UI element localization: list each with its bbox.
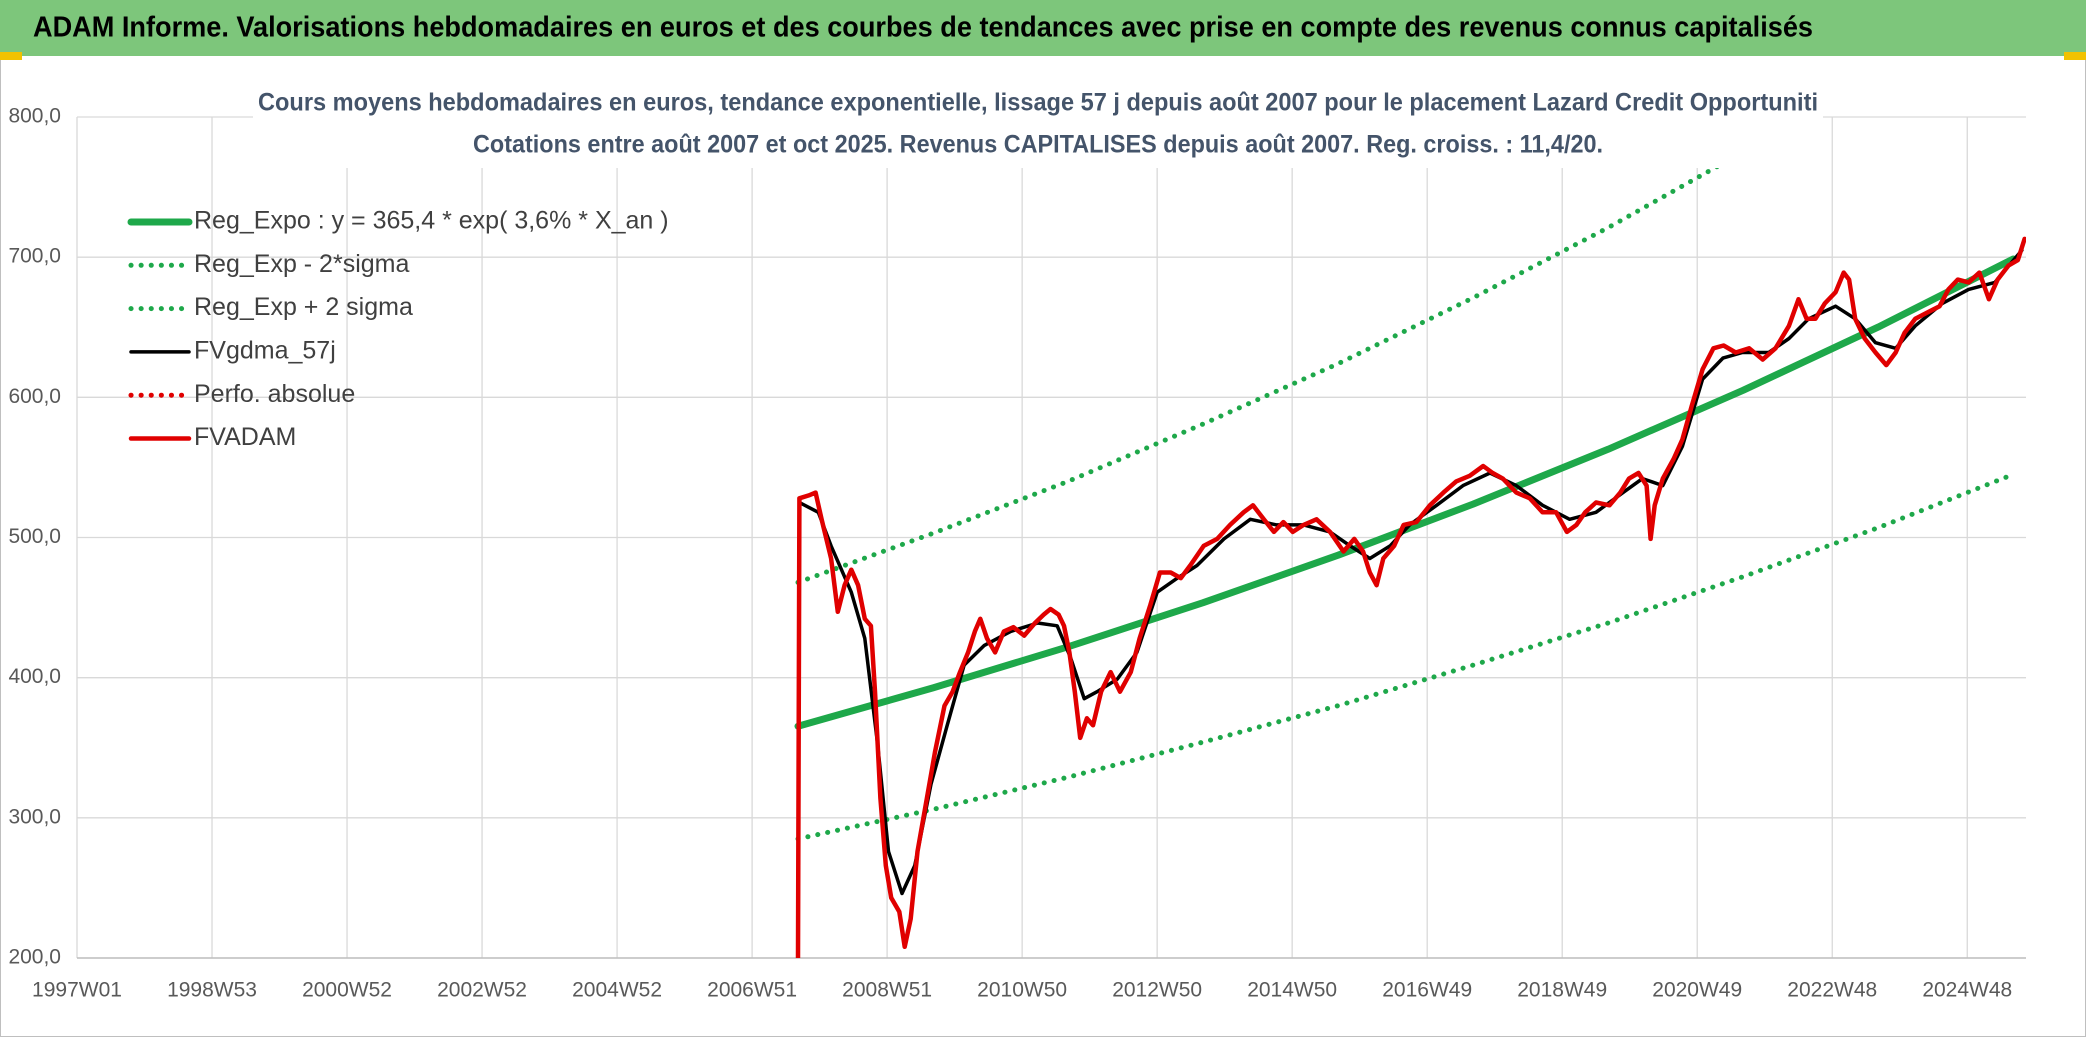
x-tick-label: 1998W53	[167, 979, 257, 1002]
x-tick-label: 2000W52	[302, 979, 392, 1002]
y-tick-label: 200,0	[8, 946, 61, 969]
x-tick-label: 2002W52	[437, 979, 527, 1002]
legend: Reg_Expo : y = 365,4 * exp( 3,6% * X_an …	[127, 207, 669, 451]
x-tick-label: 2016W49	[1382, 979, 1472, 1002]
axes: 200,0 300,0 400,0 500,0 600,0 700,0 800,0 1997W…	[8, 105, 2026, 1002]
x-tick-label: 2004W52	[572, 979, 662, 1002]
x-tick-label: 2012W50	[1112, 979, 1202, 1002]
header-bar	[0, 0, 2086, 56]
series-line	[795, 236, 2026, 958]
x-tick-label: 2010W50	[977, 979, 1067, 1002]
corner	[0, 52, 22, 60]
x-tick-label: 2018W49	[1517, 979, 1607, 1002]
series-line	[795, 471, 2016, 842]
chart-subtitle: Cotations entre août 2007 et oct 2025. R…	[473, 131, 1603, 159]
legend-label: Reg_Exp - 2*sigma	[194, 250, 409, 278]
series-line	[795, 117, 1807, 585]
y-tick-label: 500,0	[8, 525, 61, 548]
corner	[2064, 52, 2086, 60]
legend-label: FVADAM	[194, 423, 296, 451]
y-tick-label: 700,0	[8, 245, 61, 268]
x-tick-label: 2006W51	[707, 979, 797, 1002]
x-tick-label: 2024W48	[1922, 979, 2012, 1002]
legend-label: Reg_Exp + 2 sigma	[194, 293, 413, 321]
y-tick-label: 400,0	[8, 665, 61, 688]
title-box	[253, 80, 1823, 168]
x-tick-label: 1997W01	[32, 979, 122, 1002]
y-tick-label: 800,0	[8, 105, 61, 128]
x-tick-label: 2008W51	[842, 979, 932, 1002]
x-tick-label: 2014W50	[1247, 979, 1337, 1002]
y-tick-label: 600,0	[8, 385, 61, 408]
legend-label: Perfo. absolue	[194, 380, 355, 408]
chart-title: Cours moyens hebdomadaires en euros, ten…	[258, 89, 1818, 117]
header-title: ADAM Informe. Valorisations hebdomadaire…	[33, 12, 1813, 44]
x-tick-label: 2020W49	[1652, 979, 1742, 1002]
x-tick-label: 2022W48	[1787, 979, 1877, 1002]
plot	[794, 117, 2026, 958]
legend-label: FVgdma_57j	[194, 337, 336, 365]
legend-label: Reg_Expo : y = 365,4 * exp( 3,6% * X_an …	[194, 207, 669, 235]
y-tick-label: 300,0	[8, 805, 61, 828]
